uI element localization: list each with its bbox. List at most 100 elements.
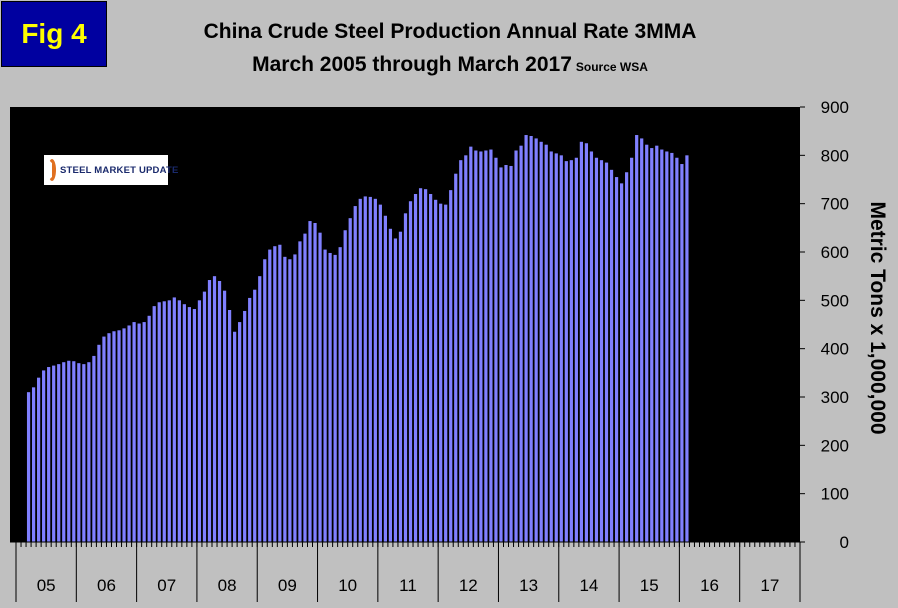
x-tick-label: 07 (157, 576, 176, 595)
chart-subtitle-line: March 2005 through March 2017 Source WSA (120, 53, 780, 77)
bar (87, 362, 91, 542)
bar (42, 370, 46, 542)
bar (469, 146, 473, 542)
bar (67, 360, 71, 542)
y-axis-label: Metric Tons x 1,000,000 (866, 201, 889, 435)
bar (645, 144, 649, 542)
bar (132, 322, 136, 542)
bar (544, 144, 548, 542)
y-tick-label: 0 (840, 533, 849, 552)
bar (313, 223, 317, 542)
bar (233, 331, 237, 542)
bar (137, 323, 141, 542)
bar (439, 203, 443, 543)
bar (107, 333, 111, 542)
bar (665, 151, 669, 542)
bar (524, 135, 528, 542)
bar (31, 387, 36, 542)
bar (449, 190, 453, 542)
bar (343, 230, 347, 542)
bar (338, 247, 342, 543)
bar (408, 201, 413, 542)
chart-subtitle: March 2005 through March 2017 (252, 53, 572, 76)
bar (534, 138, 538, 543)
bar (619, 183, 624, 542)
bar (298, 241, 302, 542)
logo-text: STEEL MARKET UPDATE (60, 164, 179, 176)
bar (152, 306, 156, 542)
bar (318, 232, 322, 543)
bar (167, 300, 171, 542)
bar (388, 228, 393, 543)
bar (393, 238, 398, 542)
bar (358, 198, 362, 542)
x-tick-label: 05 (37, 576, 56, 595)
bar (57, 364, 61, 542)
bar (217, 281, 222, 542)
bar (474, 150, 478, 542)
bar (660, 149, 664, 542)
x-tick-label: 12 (459, 576, 478, 595)
bar (383, 215, 387, 542)
y-tick-label: 100 (821, 485, 849, 504)
bar (368, 196, 372, 542)
bar (635, 135, 639, 542)
bar (37, 377, 41, 542)
bar (625, 172, 629, 542)
y-tick-label: 400 (821, 340, 849, 359)
y-tick-label: 200 (821, 436, 849, 455)
x-tick-label: 14 (579, 576, 598, 595)
bar (685, 155, 689, 542)
steel-market-update-logo: STEEL MARKET UPDATE (44, 155, 178, 185)
bar (263, 259, 267, 542)
bar (72, 361, 76, 542)
bar (418, 188, 423, 542)
bar (514, 150, 518, 542)
bar (373, 198, 377, 542)
bar (147, 315, 151, 542)
bar (122, 328, 126, 542)
bar (549, 151, 553, 542)
bar (26, 392, 31, 542)
bar (258, 276, 262, 542)
bar (464, 155, 468, 542)
bar (509, 165, 513, 542)
bar (584, 143, 589, 542)
bar (539, 141, 543, 543)
bar (559, 155, 563, 542)
bar (243, 310, 247, 542)
bar (413, 194, 418, 542)
bar (444, 204, 448, 542)
bar (479, 151, 483, 542)
bar (97, 344, 101, 542)
y-tick-label: 500 (821, 291, 849, 310)
y-tick-label: 300 (821, 388, 849, 407)
bar (117, 330, 121, 542)
bar (268, 249, 272, 542)
bar (62, 362, 66, 542)
bar (162, 301, 166, 542)
bar (504, 165, 508, 542)
y-tick-label: 800 (821, 146, 849, 165)
bar (192, 309, 197, 542)
bar (102, 336, 106, 542)
bar (227, 310, 232, 542)
bar (212, 276, 217, 542)
bar (599, 160, 604, 543)
bar (609, 169, 614, 542)
bar (484, 150, 488, 542)
bar (283, 256, 287, 542)
bar (564, 161, 568, 542)
bar (222, 290, 227, 542)
bar (680, 164, 684, 542)
bar (499, 167, 503, 543)
bar (303, 233, 307, 542)
x-tick-label: 16 (700, 576, 719, 595)
bar (454, 173, 458, 542)
bar (423, 189, 428, 543)
bar (630, 157, 634, 542)
bar (248, 297, 252, 542)
y-tick-label: 600 (821, 243, 849, 262)
bar (650, 148, 654, 542)
bar (333, 254, 337, 542)
